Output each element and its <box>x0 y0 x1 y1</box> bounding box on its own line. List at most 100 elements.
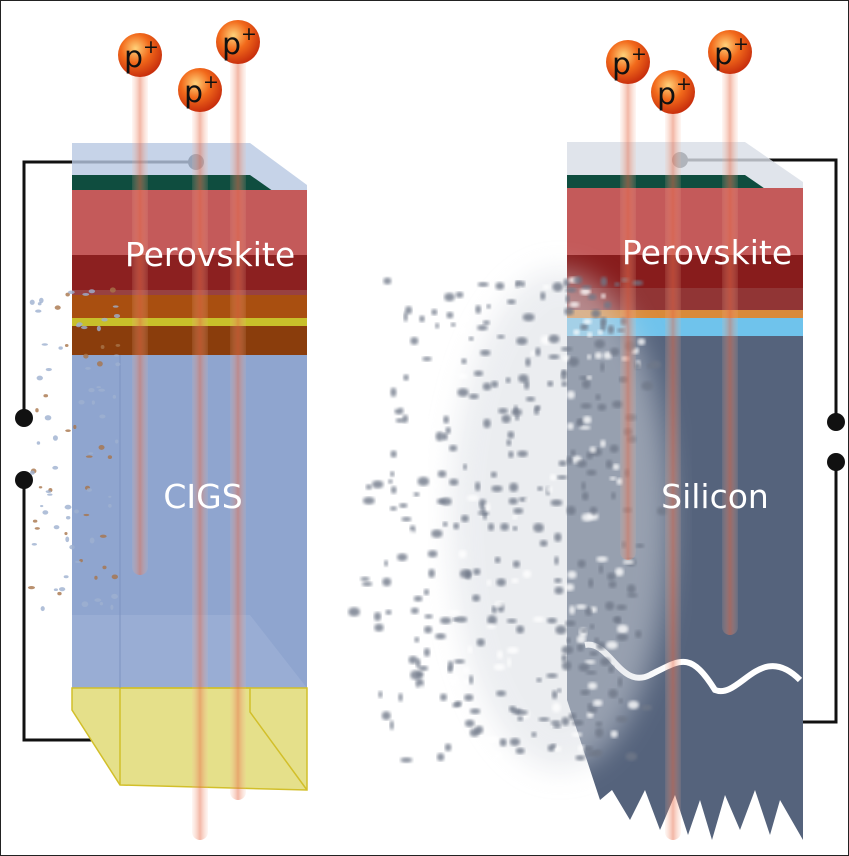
particle <box>75 323 82 328</box>
particle <box>34 527 40 530</box>
particle <box>508 497 518 505</box>
particle <box>577 559 586 568</box>
particle <box>464 694 474 702</box>
particle <box>43 394 49 398</box>
proton-label: p <box>612 47 631 82</box>
particle <box>548 334 560 344</box>
particle <box>589 446 597 453</box>
particle <box>446 311 454 319</box>
particle <box>98 444 105 450</box>
particle <box>96 361 103 367</box>
particle <box>511 408 523 417</box>
particle <box>579 323 589 331</box>
particle <box>561 645 574 655</box>
layer-label: Perovskite <box>125 235 295 274</box>
particle <box>408 655 418 664</box>
particle <box>427 415 434 424</box>
particle <box>598 564 604 574</box>
particle <box>435 633 446 640</box>
particle <box>597 329 603 335</box>
particle <box>83 513 90 517</box>
particle <box>627 593 638 598</box>
particle <box>494 556 501 564</box>
particle <box>467 645 473 654</box>
particle <box>525 357 531 367</box>
particle <box>29 299 35 305</box>
particle <box>483 418 491 429</box>
particle <box>595 727 604 738</box>
particle <box>583 318 592 325</box>
proton-beam <box>230 42 246 800</box>
particle <box>546 486 553 493</box>
proton-label: p <box>657 77 676 112</box>
particle <box>390 387 397 398</box>
particle <box>435 322 440 329</box>
particle <box>112 305 119 308</box>
particle <box>561 381 568 387</box>
particle <box>554 532 562 542</box>
proton-label: p <box>222 27 241 62</box>
particle <box>515 280 520 288</box>
particle <box>374 395 385 402</box>
particle <box>603 301 612 309</box>
particle <box>431 309 438 316</box>
particle <box>419 315 425 323</box>
particle <box>547 744 555 752</box>
particle <box>423 647 431 657</box>
layer-label: CIGS <box>163 477 242 516</box>
particle <box>373 611 382 621</box>
particle <box>578 663 590 672</box>
particle <box>449 444 458 452</box>
particle <box>565 620 576 627</box>
particle <box>460 514 469 523</box>
particle <box>495 282 505 290</box>
particle <box>506 439 512 447</box>
particle <box>561 660 572 671</box>
particle <box>573 329 580 336</box>
particle <box>583 745 594 753</box>
particle <box>476 638 485 647</box>
particle <box>41 343 48 346</box>
particle <box>53 588 58 592</box>
particle <box>569 301 580 308</box>
particle <box>44 415 52 421</box>
particle <box>616 633 629 641</box>
particle <box>111 574 118 580</box>
particle <box>89 537 95 544</box>
particle <box>390 450 397 458</box>
debris-cloud <box>27 270 670 770</box>
particle <box>563 278 570 288</box>
particle <box>565 294 570 303</box>
proton-charge: + <box>631 43 647 65</box>
particle <box>383 277 392 285</box>
particle <box>96 325 101 332</box>
particle <box>462 463 468 471</box>
particle <box>580 628 588 634</box>
particle <box>444 292 455 302</box>
particle <box>594 637 600 644</box>
particle <box>37 302 42 306</box>
proton <box>178 68 222 112</box>
particle <box>424 614 433 619</box>
particle <box>403 374 409 381</box>
particle <box>473 568 481 576</box>
particle <box>403 743 416 753</box>
particle <box>490 471 497 478</box>
particle <box>469 708 481 715</box>
particle <box>467 494 479 502</box>
particle <box>472 594 481 602</box>
particle <box>461 313 470 324</box>
particle <box>587 706 598 714</box>
particle <box>404 612 415 620</box>
particle <box>517 716 524 722</box>
particle <box>595 721 603 727</box>
particle <box>431 529 443 538</box>
particle <box>607 324 615 335</box>
particle <box>113 313 121 318</box>
particle <box>615 715 628 723</box>
particle <box>448 610 461 616</box>
particle <box>576 635 586 644</box>
particle <box>108 495 112 498</box>
particle <box>609 476 617 481</box>
